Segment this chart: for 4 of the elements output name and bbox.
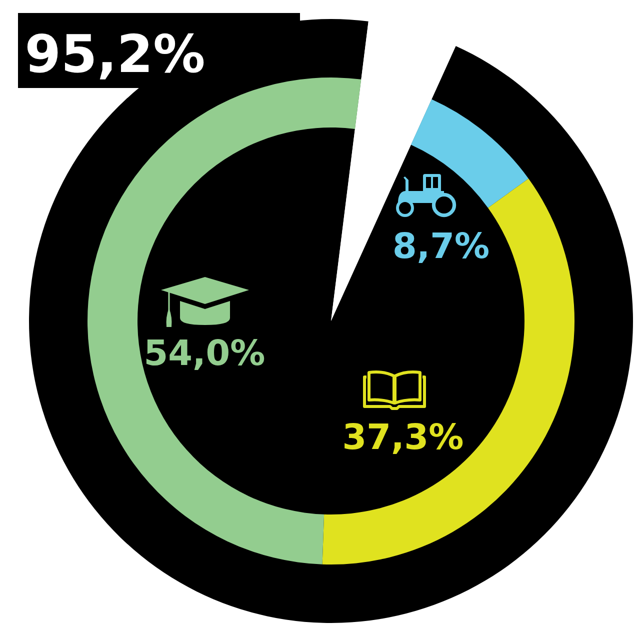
- data-label: 95,2%: [24, 25, 206, 85]
- data-label: 37,3%: [342, 418, 464, 458]
- data-label: 8,7%: [392, 227, 490, 267]
- data-label: 54,0%: [144, 334, 266, 374]
